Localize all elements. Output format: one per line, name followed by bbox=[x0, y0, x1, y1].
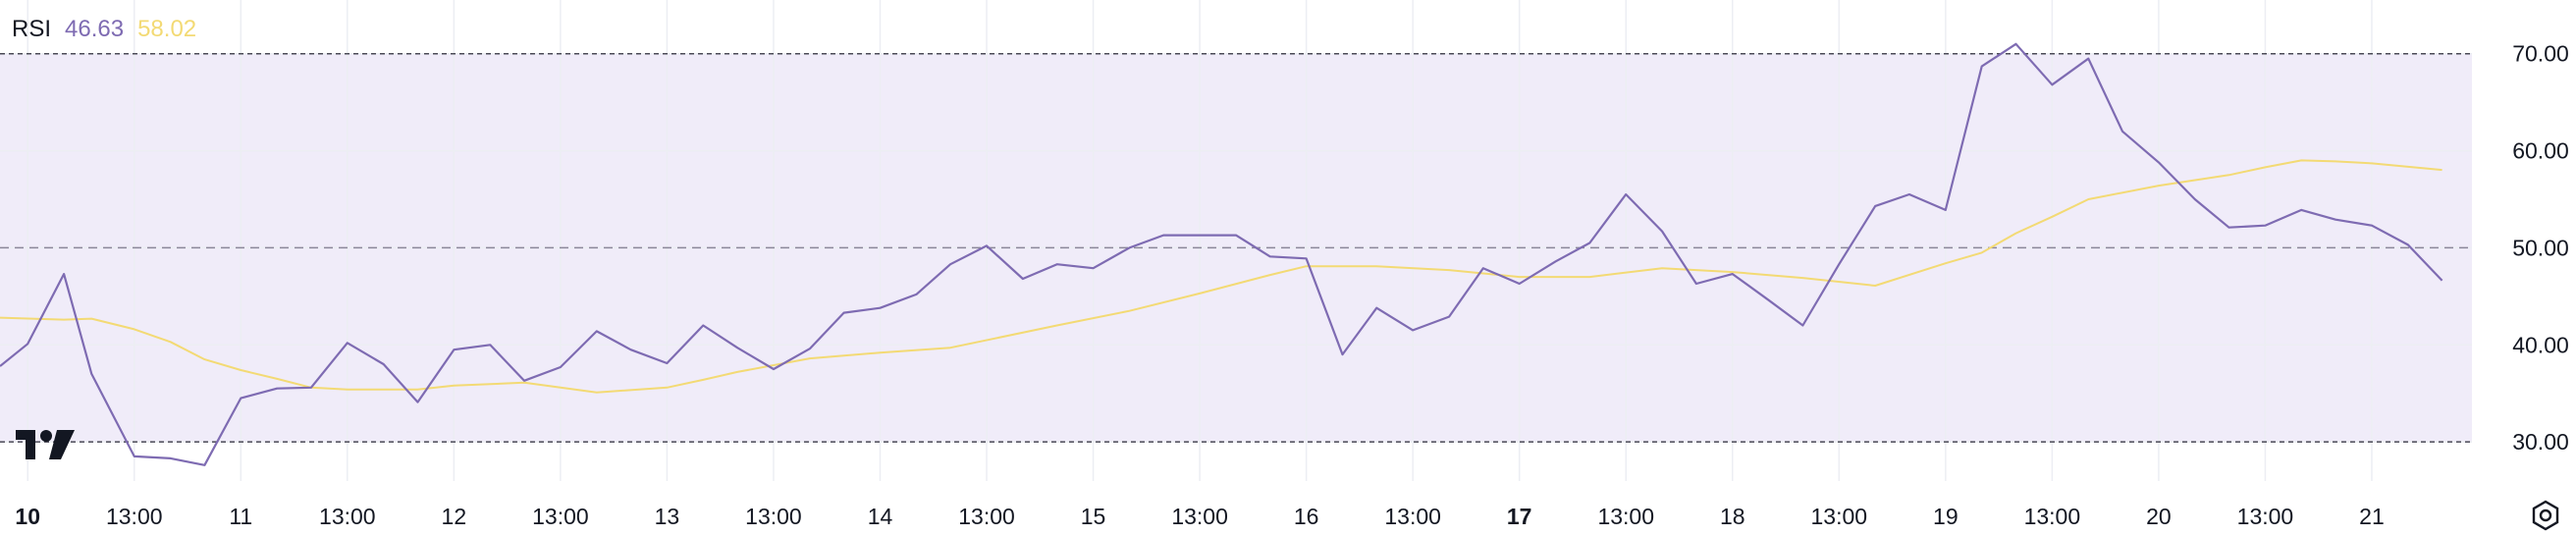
indicator-legend: RSI 46.63 58.02 bbox=[12, 12, 196, 47]
y-tick-label: 40.00 bbox=[2512, 332, 2569, 357]
x-tick-label: 13:00 bbox=[1171, 504, 1228, 529]
x-tick-label: 13:00 bbox=[745, 504, 802, 529]
y-tick-label: 60.00 bbox=[2512, 138, 2569, 164]
series-layer bbox=[0, 42, 2443, 466]
x-tick-label: 13:00 bbox=[2237, 504, 2294, 529]
x-tick-label: 13:00 bbox=[958, 504, 1015, 529]
x-tick-label: 10 bbox=[15, 504, 40, 529]
x-axis: 10 13:00 11 13:00 12 13:00 13 13:00 14 13:00 15 13:… bbox=[15, 504, 2384, 529]
x-tick-label: 16 bbox=[1294, 504, 1319, 529]
x-tick-label: 13:00 bbox=[532, 504, 589, 529]
y-tick-label: 50.00 bbox=[2512, 235, 2569, 260]
rsi-ma-line bbox=[0, 159, 2442, 394]
x-tick-label: 21 bbox=[2359, 504, 2385, 529]
indicator-name: RSI bbox=[12, 16, 52, 42]
rsi-ma-value: 58.02 bbox=[137, 16, 197, 42]
x-tick-label: 15 bbox=[1081, 504, 1106, 529]
y-tick-label: 70.00 bbox=[2512, 41, 2569, 67]
x-tick-label: 14 bbox=[868, 504, 893, 529]
x-tick-label: 13 bbox=[655, 504, 680, 529]
rsi-line bbox=[0, 42, 2443, 466]
x-tick-label: 13:00 bbox=[1384, 504, 1441, 529]
y-axis: 30.00 40.00 50.00 60.00 70.00 bbox=[2512, 41, 2569, 455]
x-tick-label: 20 bbox=[2146, 504, 2172, 529]
x-tick-label: 19 bbox=[1933, 504, 1959, 529]
x-tick-label: 13:00 bbox=[1811, 504, 1868, 529]
x-tick-label: 11 bbox=[229, 504, 252, 529]
x-tick-label: 18 bbox=[1720, 504, 1745, 529]
tradingview-logo-icon[interactable] bbox=[14, 428, 77, 461]
x-tick-label: 13:00 bbox=[319, 504, 376, 529]
settings-gear-icon[interactable] bbox=[2529, 499, 2562, 532]
x-tick-label: 13:00 bbox=[1597, 504, 1654, 529]
reference-lines-layer bbox=[0, 52, 2472, 443]
x-tick-label: 17 bbox=[1507, 504, 1532, 529]
x-tick-label: 13:00 bbox=[106, 504, 163, 529]
y-tick-label: 30.00 bbox=[2512, 429, 2569, 455]
rsi-value: 46.63 bbox=[65, 16, 125, 42]
x-tick-label: 12 bbox=[442, 504, 467, 529]
x-tick-label: 13:00 bbox=[2024, 504, 2081, 529]
